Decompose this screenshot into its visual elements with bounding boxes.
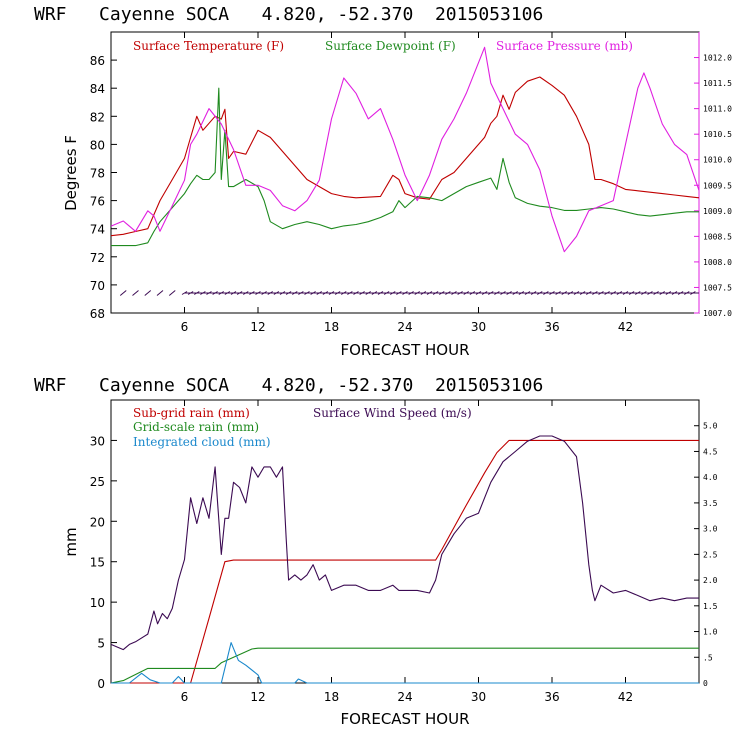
y2-tick-label: 2.5 [703,550,718,559]
series-line-surface-wind-speed-m-s [110,435,699,651]
top-plot-frame [110,31,700,314]
y2-tick-label: 1007.0 [703,309,732,318]
y2-tick-label: 1012.0 [703,54,732,63]
x-tick-label: 24 [397,320,412,334]
wind-barb [119,290,127,296]
series-line-grid-scale-rain-mm [110,647,699,684]
y2-tick-label: 1008.5 [703,232,732,241]
y-tick-label: 84 [90,82,105,96]
legend-surface-pressure: Surface Pressure (mb) [496,39,633,53]
legend-surface-dewpoint: Surface Dewpoint (F) [325,39,456,53]
wind-barb [132,290,139,296]
y2-tick-label: .5 [703,653,713,662]
x-tick-label: 12 [250,690,265,704]
top-y2-ticks: 1007.0 1007.5 1008.0 1008.5 1009.0 1009.5 1010… [694,54,732,318]
y2-tick-label: 5.0 [703,422,718,431]
y-tick-label: 76 [90,195,105,209]
y-tick-label: 20 [90,515,105,529]
y-tick-label: 78 [90,167,105,181]
top-y-ticks: 68 70 72 74 76 78 80 82 84 86 [90,54,117,321]
series-line-sub-grid-rain-mm [111,439,699,684]
series-line-surface-dewpoint-f [111,87,699,247]
y-tick-label: 72 [90,251,105,265]
bottom-x-ticks: 6 12 18 24 30 36 42 [181,400,633,704]
series-line-surface-temperature-f [110,76,700,237]
y2-tick-label: 1.5 [703,602,718,611]
y2-tick-label: 3.0 [703,525,718,534]
y-tick-label: 80 [90,138,105,152]
y2-tick-label: 4.0 [703,473,718,482]
x-tick-label: 36 [544,690,559,704]
y2-tick-label: 1009.0 [703,207,732,216]
series-line-integrated-cloud-mm [111,642,699,684]
wind-barb [156,290,164,296]
top-chart-title: WRF Cayenne SOCA 4.820, -52.370 20150531… [34,4,543,25]
bottom-y2-ticks: 0 .5 1.0 1.5 2.0 2.5 3.0 3.5 4.0 4.5 5.0 [694,422,718,688]
y-tick-label: 25 [90,475,105,489]
legend-surface-wind-speed: Surface Wind Speed (m/s) [313,406,472,420]
y2-tick-label: 1.0 [703,628,718,637]
y2-tick-label: 3.5 [703,499,718,508]
x-tick-label: 18 [324,690,339,704]
y2-tick-label: 1010.5 [703,130,732,139]
top-x-ticks: 6 12 18 24 30 36 42 [181,32,633,334]
wind-barb [144,290,152,296]
x-tick-label: 30 [471,690,486,704]
y-tick-label: 86 [90,54,105,68]
x-tick-label: 12 [250,320,265,334]
y-tick-label: 10 [90,596,105,610]
y2-tick-label: 0 [703,679,708,688]
x-tick-label: 6 [181,320,189,334]
x-tick-label: 30 [471,320,486,334]
legend-surface-temperature: Surface Temperature (F) [133,39,284,53]
y-tick-label: 68 [90,307,105,321]
y2-tick-label: 1008.0 [703,258,732,267]
bottom-x-axis-label: FORECAST HOUR [340,710,469,728]
bottom-chart-title: WRF Cayenne SOCA 4.820, -52.370 20150531… [34,375,543,396]
x-tick-label: 6 [181,690,189,704]
x-tick-label: 24 [397,690,412,704]
y-tick-label: 30 [90,434,105,448]
bottom-series-group [110,435,699,684]
y2-tick-label: 2.0 [703,576,718,585]
precipitation-panel: WRF Cayenne SOCA 4.820, -52.370 20150531… [34,375,718,728]
top-series-group [110,46,700,253]
top-y-axis-label: Degrees F [62,135,80,211]
bottom-y-ticks: 0 5 10 15 20 25 30 [90,434,117,691]
y2-tick-label: 1007.5 [703,283,732,292]
legend-gridscale-rain: Grid-scale rain (mm) [133,420,259,434]
legend-integrated-cloud: Integrated cloud (mm) [133,435,271,449]
y2-tick-label: 4.5 [703,447,718,456]
y2-tick-label: 1010.0 [703,156,732,165]
x-tick-label: 36 [544,320,559,334]
series-line-surface-pressure-mb [110,46,700,253]
x-tick-label: 42 [618,320,633,334]
y-tick-label: 74 [90,223,105,237]
wind-barbs-row [119,290,699,296]
y2-tick-label: 1011.0 [703,105,732,114]
wind-barb [168,290,176,296]
y2-tick-label: 1011.5 [703,79,732,88]
y2-tick-label: 1009.5 [703,181,732,190]
y-tick-label: 0 [97,677,105,691]
legend-subgrid-rain: Sub-grid rain (mm) [133,406,250,420]
y-tick-label: 15 [90,556,105,570]
y-tick-label: 5 [97,637,105,651]
x-tick-label: 42 [618,690,633,704]
temperature-panel: WRF Cayenne SOCA 4.820, -52.370 20150531… [34,4,732,359]
y-tick-label: 70 [90,279,105,293]
top-x-axis-label: FORECAST HOUR [340,341,469,359]
y-tick-label: 82 [90,110,105,124]
bottom-y-axis-label: mm [62,527,80,556]
x-tick-label: 18 [324,320,339,334]
